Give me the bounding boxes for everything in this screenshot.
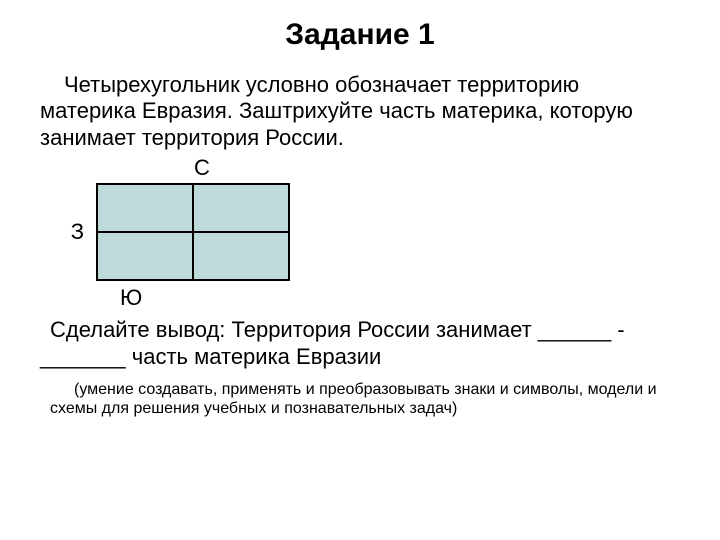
- south-label: Ю: [120, 285, 680, 311]
- compass-diagram: С З Ю: [66, 155, 680, 311]
- grid-cell: [97, 184, 193, 232]
- grid-cell: [193, 184, 289, 232]
- conclusion-text: Сделайте вывод: Территория России занима…: [40, 317, 680, 370]
- task-paragraph: Четырехугольник условно обозначает терри…: [40, 72, 680, 151]
- quadrilateral-grid: [96, 183, 290, 281]
- task-title: Задание 1: [40, 18, 680, 52]
- north-label: С: [194, 155, 680, 181]
- west-label: З: [66, 219, 84, 245]
- grid-cell: [97, 232, 193, 280]
- grid-cell: [193, 232, 289, 280]
- skill-note: (умение создавать, применять и преобразо…: [40, 380, 680, 418]
